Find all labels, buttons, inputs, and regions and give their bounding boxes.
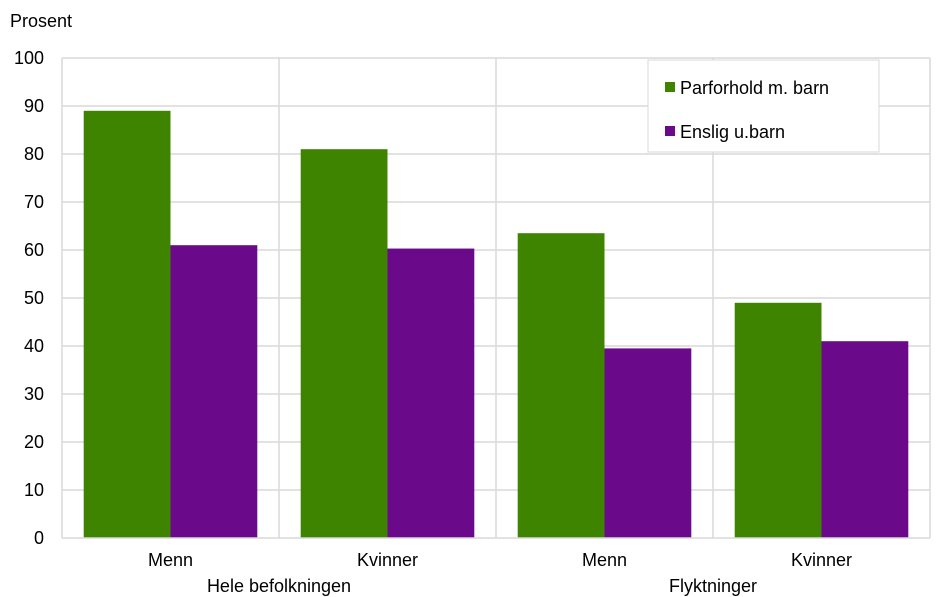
axes: 0 10 20 30 40 50 60 70 80 90 100 Menn Kvinner Menn Kvi… [14, 48, 930, 596]
y-tick-label: 100 [14, 48, 44, 68]
legend-swatch-parforhold [665, 82, 675, 92]
x-tick-label: Kvinner [357, 550, 418, 570]
bar-parforhold [734, 302, 822, 538]
y-tick-label: 50 [24, 288, 44, 308]
legend-label-parforhold: Parforhold m. barn [680, 78, 829, 98]
bar-enslig [604, 348, 692, 538]
y-tick-label: 60 [24, 240, 44, 260]
bar-parforhold [83, 110, 171, 539]
bar-enslig [170, 245, 258, 538]
legend-label-enslig: Enslig u.barn [680, 122, 785, 142]
bar-parforhold [517, 233, 605, 538]
x-group-label: Hele befolkningen [207, 576, 351, 596]
y-tick-label: 90 [24, 96, 44, 116]
bars [83, 110, 909, 539]
x-tick-label: Menn [148, 550, 193, 570]
y-tick-label: 80 [24, 144, 44, 164]
bar-enslig [387, 248, 475, 538]
x-tick-label: Kvinner [791, 550, 852, 570]
legend: Parforhold m. barn Enslig u.barn [647, 59, 880, 153]
y-tick-label: 10 [24, 480, 44, 500]
bar-parforhold [300, 149, 388, 538]
x-tick-label: Menn [582, 550, 627, 570]
legend-box [647, 59, 880, 153]
x-group-label: Flyktninger [669, 576, 757, 596]
y-tick-label: 20 [24, 432, 44, 452]
bar-enslig [821, 341, 909, 538]
y-tick-label: 40 [24, 336, 44, 356]
legend-swatch-enslig [665, 126, 675, 136]
y-axis-title: Prosent [10, 11, 72, 31]
y-tick-label: 30 [24, 384, 44, 404]
y-tick-label: 0 [34, 528, 44, 548]
y-tick-label: 70 [24, 192, 44, 212]
